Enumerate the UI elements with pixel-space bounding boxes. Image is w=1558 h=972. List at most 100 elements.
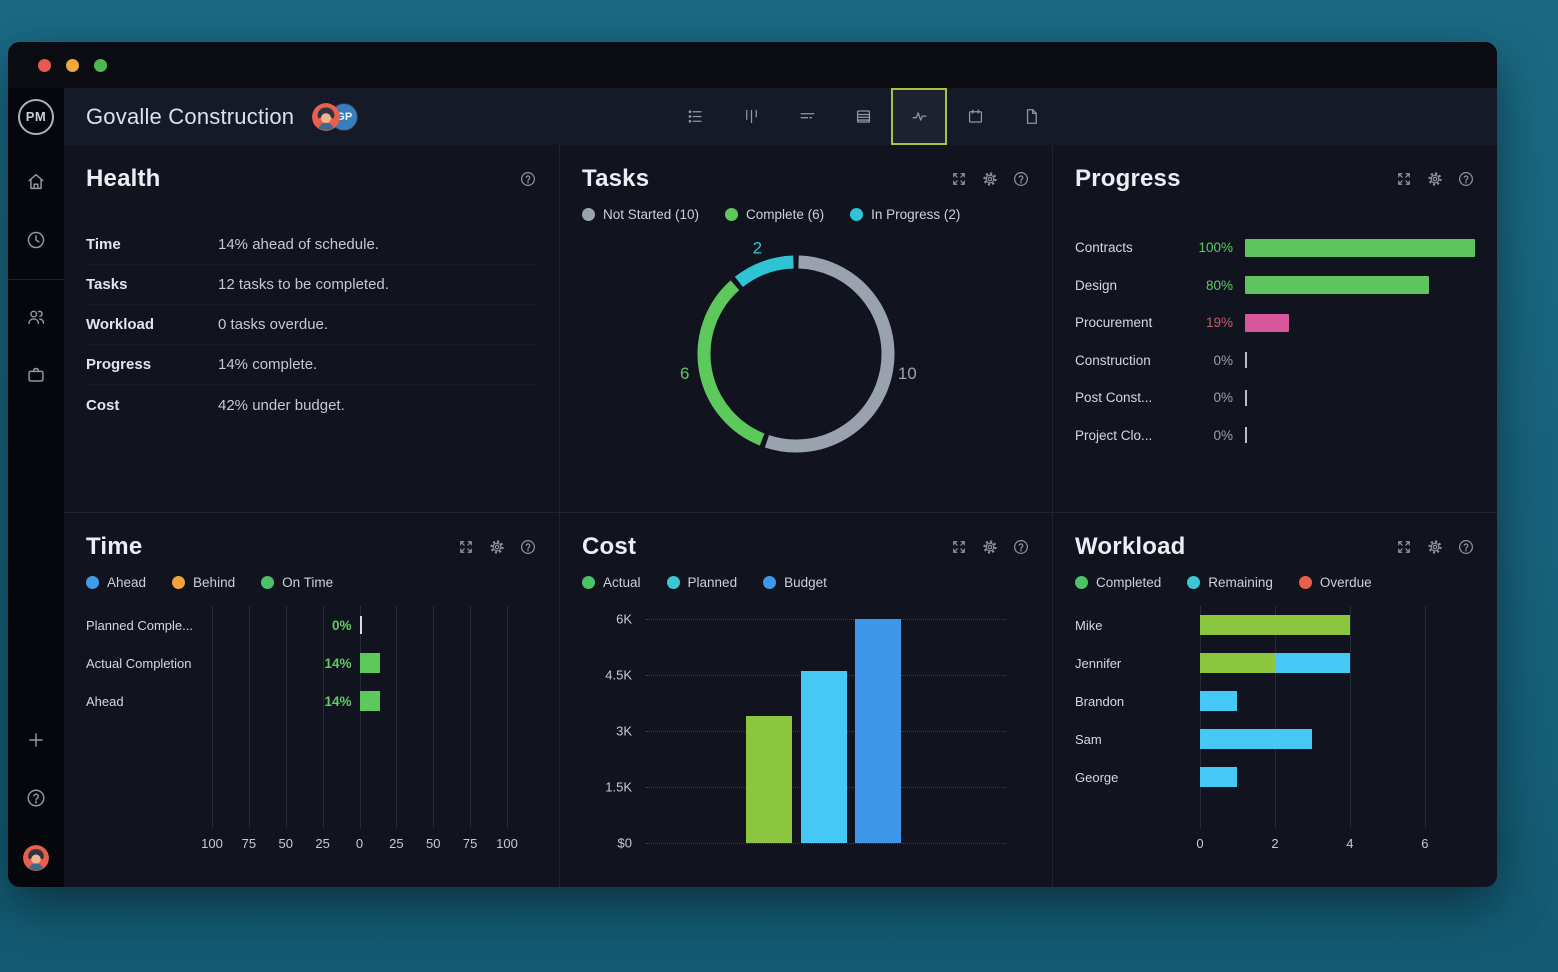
time-gridline	[359, 606, 361, 828]
workload-axis-label: 2	[1271, 836, 1279, 851]
progress-row-pct: 0%	[1213, 390, 1233, 406]
time-gridline	[212, 606, 213, 828]
cost-expand-icon[interactable]	[950, 538, 968, 556]
progress-bar-area	[1245, 426, 1475, 444]
legend-dot	[763, 576, 777, 589]
health-row-value: 12 tasks to be completed.	[218, 276, 389, 293]
zoom-window-button[interactable]	[94, 58, 107, 72]
board-view-icon[interactable]	[723, 88, 779, 145]
time-help-icon[interactable]	[519, 538, 537, 556]
legend-dot	[1187, 576, 1201, 589]
legend-label: Remaining	[1208, 575, 1273, 590]
tasks-expand-icon[interactable]	[950, 170, 968, 188]
app-logo[interactable]: PM	[8, 88, 64, 145]
workload-bar-remaining	[1200, 729, 1313, 749]
time-legend-item[interactable]: Behind	[172, 575, 235, 590]
project-title: Govalle Construction	[86, 103, 295, 129]
cost-legend-item[interactable]: Actual	[582, 575, 641, 590]
health-row-label: Progress	[86, 356, 152, 373]
cost-bar-actual	[746, 716, 792, 843]
progress-row: Project Clo... 0%	[1075, 417, 1475, 455]
progress-row-label: Construction	[1075, 352, 1151, 368]
time-row-labels: Planned Comple... Actual Completion Ahead	[86, 606, 212, 858]
health-row: Tasks 12 tasks to be completed.	[86, 265, 537, 305]
progress-settings-icon[interactable]	[1426, 170, 1444, 188]
progress-help-icon[interactable]	[1457, 170, 1475, 188]
cost-y-tick: 1.5K	[605, 779, 632, 795]
time-gridline	[322, 606, 324, 828]
workload-row-label: Sam	[1075, 731, 1102, 747]
panel-tasks: Tasks Not Started (10) Complete (6) In Pro…	[560, 145, 1053, 513]
health-help-icon[interactable]	[519, 170, 537, 188]
calendar-view-icon[interactable]	[947, 88, 1003, 145]
time-legend-item[interactable]: On Time	[261, 575, 333, 590]
legend-dot	[172, 576, 186, 589]
progress-expand-icon[interactable]	[1395, 170, 1413, 188]
time-legend-item[interactable]: Ahead	[86, 575, 146, 590]
cost-y-tick: 6K	[616, 611, 632, 627]
dashboard-view-icon[interactable]	[891, 88, 947, 145]
list-view-icon[interactable]	[667, 88, 723, 145]
workload-legend-item[interactable]: Overdue	[1298, 575, 1372, 590]
workload-legend-item[interactable]: Remaining	[1187, 575, 1273, 590]
workload-bar-completed	[1200, 615, 1350, 635]
app-header: PM Govalle Construction GP	[8, 88, 1497, 145]
close-window-button[interactable]	[38, 58, 51, 72]
legend-label: Planned	[687, 575, 738, 590]
tasks-legend-item[interactable]: In Progress (2)	[850, 207, 960, 222]
time-axis-label: 0	[355, 836, 364, 851]
clock-icon[interactable]	[25, 229, 47, 251]
workload-chart-row	[1200, 682, 1465, 720]
user-avatar[interactable]	[23, 845, 49, 871]
home-icon[interactable]	[25, 171, 47, 193]
workload-row-label: George	[1075, 769, 1119, 785]
report-view-icon[interactable]	[1003, 88, 1059, 145]
workload-bar-remaining	[1274, 653, 1350, 673]
progress-bar	[1245, 238, 1475, 257]
progress-row-label: Design	[1075, 277, 1118, 293]
time-axis-label: 75	[241, 836, 257, 851]
workload-bar-remaining	[1200, 691, 1238, 711]
cost-legend-item[interactable]: Budget	[763, 575, 827, 590]
progress-zero-tick	[1245, 352, 1247, 369]
health-row: Workload 0 tasks overdue.	[86, 305, 537, 345]
time-gridline	[248, 606, 250, 828]
workload-row-label: Brandon	[1075, 693, 1125, 709]
progress-panel-title: Progress	[1075, 165, 1181, 192]
cost-settings-icon[interactable]	[981, 538, 999, 556]
tasks-settings-icon[interactable]	[981, 170, 999, 188]
member-avatar[interactable]	[312, 102, 341, 131]
sheet-view-icon[interactable]	[835, 88, 891, 145]
time-axis-label: 50	[426, 836, 441, 851]
time-row-label: Ahead	[86, 693, 124, 709]
help-icon[interactable]	[25, 787, 47, 809]
workload-settings-icon[interactable]	[1426, 538, 1444, 556]
minimize-window-button[interactable]	[66, 58, 79, 72]
legend-dot	[850, 208, 864, 221]
tasks-help-icon[interactable]	[1012, 170, 1030, 188]
cost-help-icon[interactable]	[1012, 538, 1030, 556]
gantt-view-icon[interactable]	[779, 88, 835, 145]
workload-expand-icon[interactable]	[1395, 538, 1413, 556]
tasks-legend-item[interactable]: Complete (6)	[725, 207, 824, 222]
health-row: Progress 14% complete.	[86, 345, 537, 385]
progress-bar-area	[1245, 238, 1475, 257]
donut-label: 2	[753, 238, 762, 257]
cost-y-tick: 4.5K	[605, 667, 632, 683]
cost-legend-item[interactable]: Planned	[666, 575, 738, 590]
portfolio-icon[interactable]	[25, 364, 47, 386]
workload-legend-item[interactable]: Completed	[1075, 575, 1161, 590]
plus-icon[interactable]	[25, 729, 47, 751]
legend-label: Overdue	[1319, 575, 1372, 590]
time-chart-row: 0%	[212, 606, 507, 644]
workload-chart-row	[1200, 644, 1465, 682]
tasks-panel-title: Tasks	[582, 165, 650, 192]
time-settings-icon[interactable]	[488, 538, 506, 556]
legend-label: Completed	[1096, 575, 1162, 590]
time-expand-icon[interactable]	[457, 538, 475, 556]
team-icon[interactable]	[25, 306, 47, 328]
tasks-legend-item[interactable]: Not Started (10)	[582, 207, 699, 222]
cost-y-tick: 3K	[616, 723, 632, 739]
workload-help-icon[interactable]	[1457, 538, 1475, 556]
progress-zero-tick	[1245, 389, 1247, 406]
